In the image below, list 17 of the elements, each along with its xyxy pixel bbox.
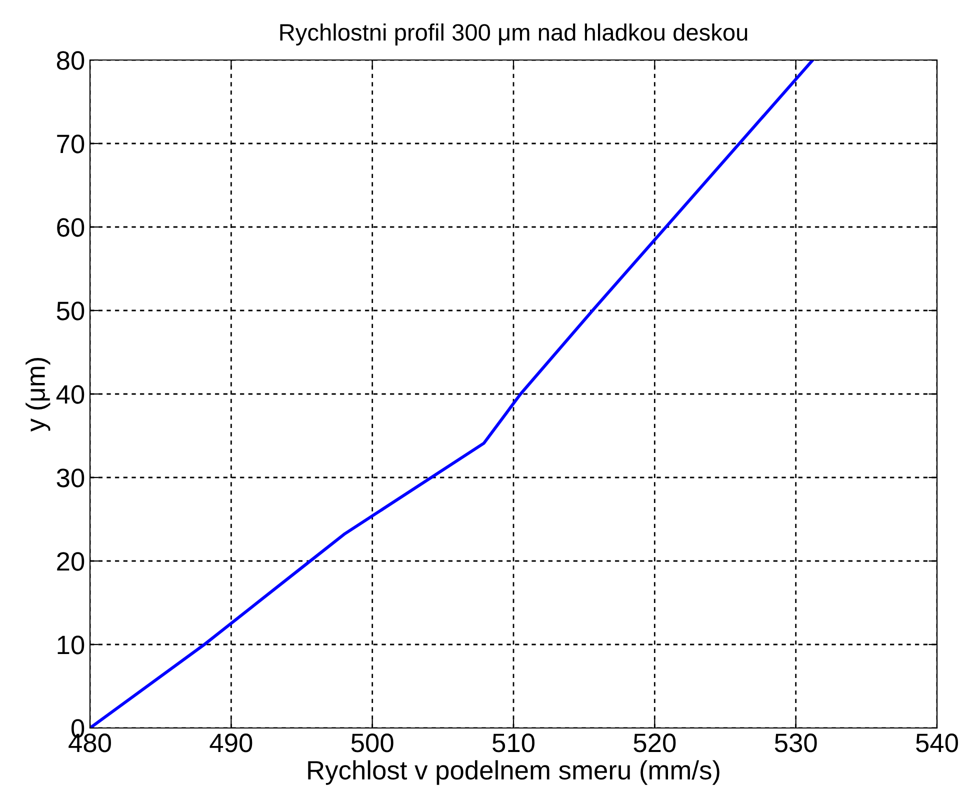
- y-tick-label: 30: [56, 468, 84, 488]
- x-tick-label: 490: [210, 734, 252, 752]
- y-axis-title: y (μm): [26, 358, 50, 432]
- y-tick-label: 80: [56, 51, 84, 70]
- y-tick-label: 20: [57, 552, 84, 571]
- y-tick-label: 70: [57, 134, 84, 154]
- chart-title: Rychlostni profil 300 μm nad hladkou deskou: [280, 23, 748, 46]
- x-tick-label: 540: [916, 734, 958, 752]
- y-tick-label: 10: [58, 636, 84, 654]
- x-tick-label: 510: [492, 734, 534, 752]
- y-tick-label: 40: [56, 385, 84, 404]
- x-axis-title: Rychlost v podelnem smeru (mm/s): [308, 760, 720, 785]
- x-tick-label: 500: [351, 734, 394, 752]
- x-tick-label: 520: [634, 734, 676, 752]
- y-tick-label: 60: [57, 218, 84, 237]
- x-tick-label: 530: [774, 734, 817, 752]
- y-tick-label: 50: [56, 302, 84, 320]
